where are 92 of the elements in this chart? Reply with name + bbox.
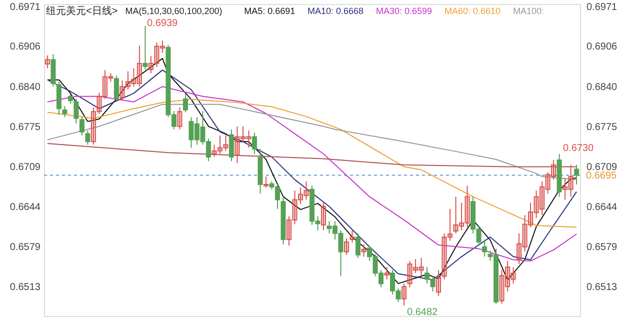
candlestick	[96, 92, 102, 115]
candlestick	[407, 260, 412, 288]
candlestick	[568, 164, 574, 198]
y2-tick-label: 0.6579	[586, 242, 618, 253]
candlestick	[131, 68, 136, 88]
y2-tick-label: 0.6971	[586, 2, 618, 13]
candlestick	[68, 93, 73, 104]
y-tick-label: 0.6709	[10, 162, 41, 174]
candlestick	[292, 190, 298, 225]
ref-line-label: 0.6695	[586, 170, 618, 182]
candlestick	[453, 196, 458, 234]
candlestick	[545, 172, 550, 194]
candlestick	[356, 232, 361, 258]
candlestick	[418, 257, 424, 277]
y2-tick-label: 0.6775	[586, 122, 618, 133]
candlestick	[56, 81, 62, 116]
candlestick	[223, 135, 228, 152]
candlestick	[459, 202, 464, 231]
candlestick	[534, 190, 539, 219]
candlestick	[79, 116, 84, 136]
candlestick	[114, 75, 119, 102]
y2-tick-label: 0.6840	[586, 82, 618, 94]
candlestick	[448, 208, 453, 242]
candlestick	[212, 144, 217, 158]
candlestick	[540, 180, 545, 216]
candlestick	[108, 72, 114, 82]
y-tick-label: 0.6513	[10, 282, 41, 294]
chart-subtitle: MA(5,10,30,60,100,200)	[125, 6, 222, 16]
candlestick	[136, 45, 142, 88]
candlestick	[516, 232, 522, 264]
candlestick	[234, 126, 240, 164]
candlestick	[304, 180, 309, 200]
candlestick	[240, 126, 246, 142]
candlestick	[499, 270, 504, 304]
candlestick	[344, 238, 350, 256]
candlestick	[464, 185, 470, 228]
annotation: 0.6730	[563, 143, 594, 154]
y-tick-label: 0.6579	[10, 242, 41, 253]
candlestick	[263, 176, 268, 188]
y-tick-label: 0.6840	[10, 82, 41, 94]
y2-tick-label: 0.6644	[586, 202, 618, 213]
candlestick	[482, 239, 488, 258]
candlestick	[574, 164, 580, 185]
candlestick	[50, 54, 56, 88]
candlestick	[562, 178, 568, 200]
candlestick	[246, 130, 252, 148]
candlestick	[298, 187, 303, 205]
y-tick-label: 0.6971	[10, 2, 41, 13]
text: MA100:	[512, 6, 544, 16]
y2-tick-label: 0.6906	[586, 42, 618, 53]
candlestick	[182, 93, 188, 113]
candlestick	[350, 230, 355, 244]
candlestick	[528, 202, 534, 228]
candlestick	[217, 135, 222, 154]
candlestick	[74, 98, 79, 124]
candlestick	[148, 56, 154, 74]
candlestick	[85, 130, 90, 146]
candlestick	[436, 270, 442, 296]
candlestick	[90, 106, 96, 146]
candlestick	[510, 266, 516, 284]
text: MA60: 0.6610	[444, 6, 501, 16]
candlestick	[442, 232, 447, 280]
candlestick	[120, 80, 125, 101]
chart-title: 纽元美元<日线>	[46, 5, 118, 17]
annotation: 0.6482	[407, 307, 438, 318]
y-tick-label: 0.6906	[10, 42, 41, 53]
candlestick	[125, 70, 130, 90]
candlestick	[286, 216, 292, 246]
candlestick	[384, 266, 390, 280]
candlestick	[102, 70, 108, 100]
candlestick	[321, 202, 326, 231]
candlestick	[228, 128, 234, 162]
y-tick-label: 0.6644	[10, 202, 41, 213]
text: MA30: 0.6599	[376, 6, 432, 16]
y2-tick-label: 0.6513	[586, 282, 618, 294]
candlestick	[551, 160, 556, 180]
candlestick	[142, 26, 148, 70]
candlestick	[505, 260, 510, 292]
candlestick	[252, 132, 257, 154]
candlestick	[522, 214, 528, 252]
text: MA5: 0.6691	[244, 6, 296, 16]
candlestick	[402, 283, 407, 306]
y-tick-label: 0.6775	[10, 122, 41, 133]
candlestick	[154, 42, 160, 68]
candlestick	[361, 244, 366, 258]
annotation: 0.6939	[147, 18, 178, 29]
text: MA10: 0.6668	[308, 6, 364, 16]
candlestick	[413, 258, 418, 274]
candlestick	[177, 106, 182, 130]
candlestick	[44, 54, 50, 69]
candlestick	[160, 40, 165, 54]
candlestick	[62, 106, 68, 118]
